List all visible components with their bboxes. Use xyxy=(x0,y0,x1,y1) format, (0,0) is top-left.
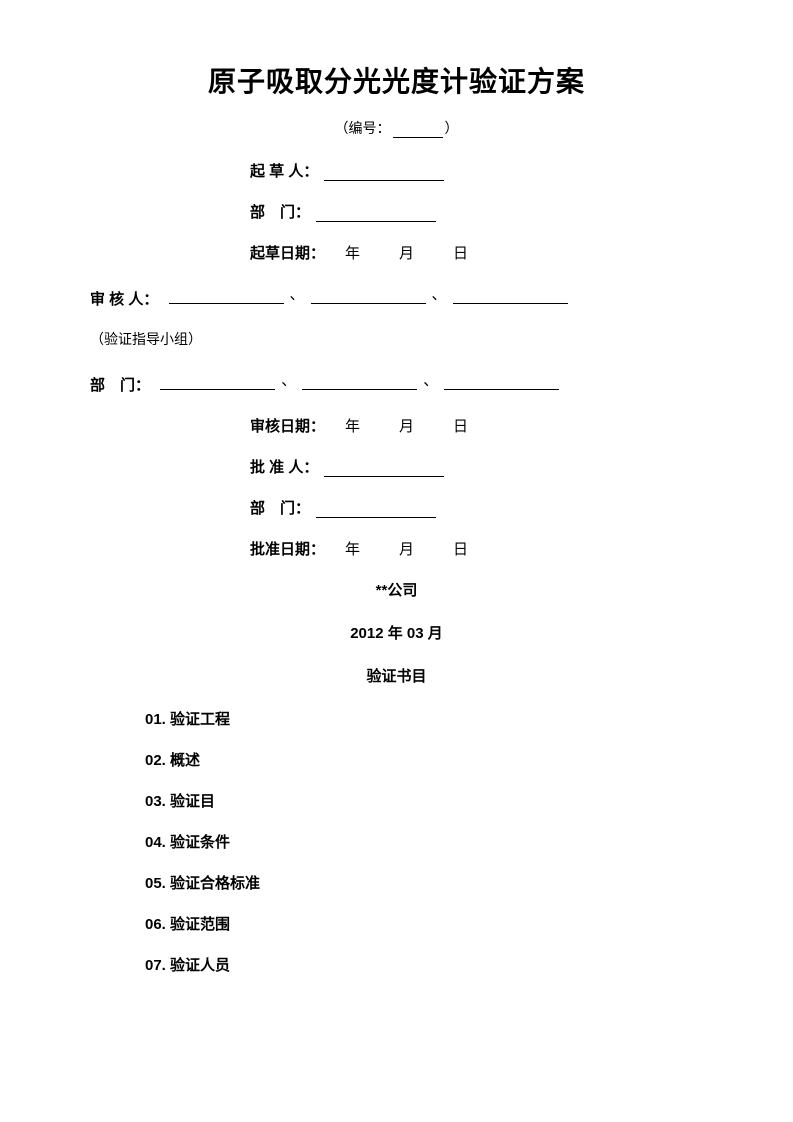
serial-number-line: （编号： ） xyxy=(90,118,703,138)
draft-date-row: 起草日期： 年 月 日 xyxy=(250,242,703,263)
toc-item: 07. 验证人员 xyxy=(145,954,703,975)
group-note: （验证指导小组） xyxy=(90,329,703,349)
department2-blank-2 xyxy=(302,372,417,390)
toc-item: 02. 概述 xyxy=(145,749,703,770)
toc-item: 01. 验证工程 xyxy=(145,708,703,729)
reviewer-blank-1 xyxy=(169,286,284,304)
serial-suffix: ） xyxy=(445,122,459,137)
department3-blank xyxy=(316,500,436,518)
approver-row: 批 准 人： xyxy=(250,456,703,477)
department3-label: 部 门： xyxy=(250,497,310,518)
review-date-label: 审核日期： xyxy=(250,415,325,436)
toc-item: 05. 验证合格标准 xyxy=(145,872,703,893)
serial-blank xyxy=(393,122,443,138)
drafter-label: 起 草 人： xyxy=(250,160,318,181)
reviewer-blanks: 、 、 xyxy=(169,283,568,304)
approver-blank xyxy=(324,459,444,477)
approve-date-row: 批准日期： 年 月 日 xyxy=(250,538,703,559)
department1-blank xyxy=(316,204,436,222)
serial-prefix: （编号： xyxy=(335,122,391,137)
department2-row: 部 门： 、 、 xyxy=(90,369,703,395)
department2-sep-1: 、 xyxy=(281,369,296,390)
toc-list: 01. 验证工程 02. 概述 03. 验证目 04. 验证条件 05. 验证合… xyxy=(145,708,703,975)
toc-item: 03. 验证目 xyxy=(145,790,703,811)
department1-row: 部 门： xyxy=(250,201,703,222)
approve-date-label: 批准日期： xyxy=(250,538,325,559)
drafter-row: 起 草 人： xyxy=(250,160,703,181)
toc-title: 验证书目 xyxy=(90,665,703,686)
review-date-value: 年 月 日 xyxy=(345,415,480,436)
reviewer-sep-2: 、 xyxy=(432,283,447,304)
reviewer-sep-1: 、 xyxy=(290,283,305,304)
drafter-blank xyxy=(324,163,444,181)
draft-date-label: 起草日期： xyxy=(250,242,325,263)
toc-item: 06. 验证范围 xyxy=(145,913,703,934)
review-date-row: 审核日期： 年 月 日 xyxy=(250,415,703,436)
company-name: **公司 xyxy=(90,579,703,600)
department1-label: 部 门： xyxy=(250,201,310,222)
department2-sep-2: 、 xyxy=(423,369,438,390)
department2-blank-1 xyxy=(160,372,275,390)
reviewer-row: 审 核 人： 、 、 xyxy=(90,283,703,309)
department3-row: 部 门： xyxy=(250,497,703,518)
issue-date: 2012 年 03 月 xyxy=(90,622,703,643)
reviewer-blank-2 xyxy=(311,286,426,304)
reviewer-label: 审 核 人： xyxy=(90,291,158,308)
department2-blanks: 、 、 xyxy=(160,369,559,390)
draft-date-value: 年 月 日 xyxy=(345,242,480,263)
approve-date-value: 年 月 日 xyxy=(345,538,480,559)
document-title: 原子吸取分光光度计验证方案 xyxy=(90,60,703,100)
department2-label: 部 门： xyxy=(90,377,150,394)
department2-blank-3 xyxy=(444,372,559,390)
reviewer-blank-3 xyxy=(453,286,568,304)
approver-label: 批 准 人： xyxy=(250,456,318,477)
toc-item: 04. 验证条件 xyxy=(145,831,703,852)
